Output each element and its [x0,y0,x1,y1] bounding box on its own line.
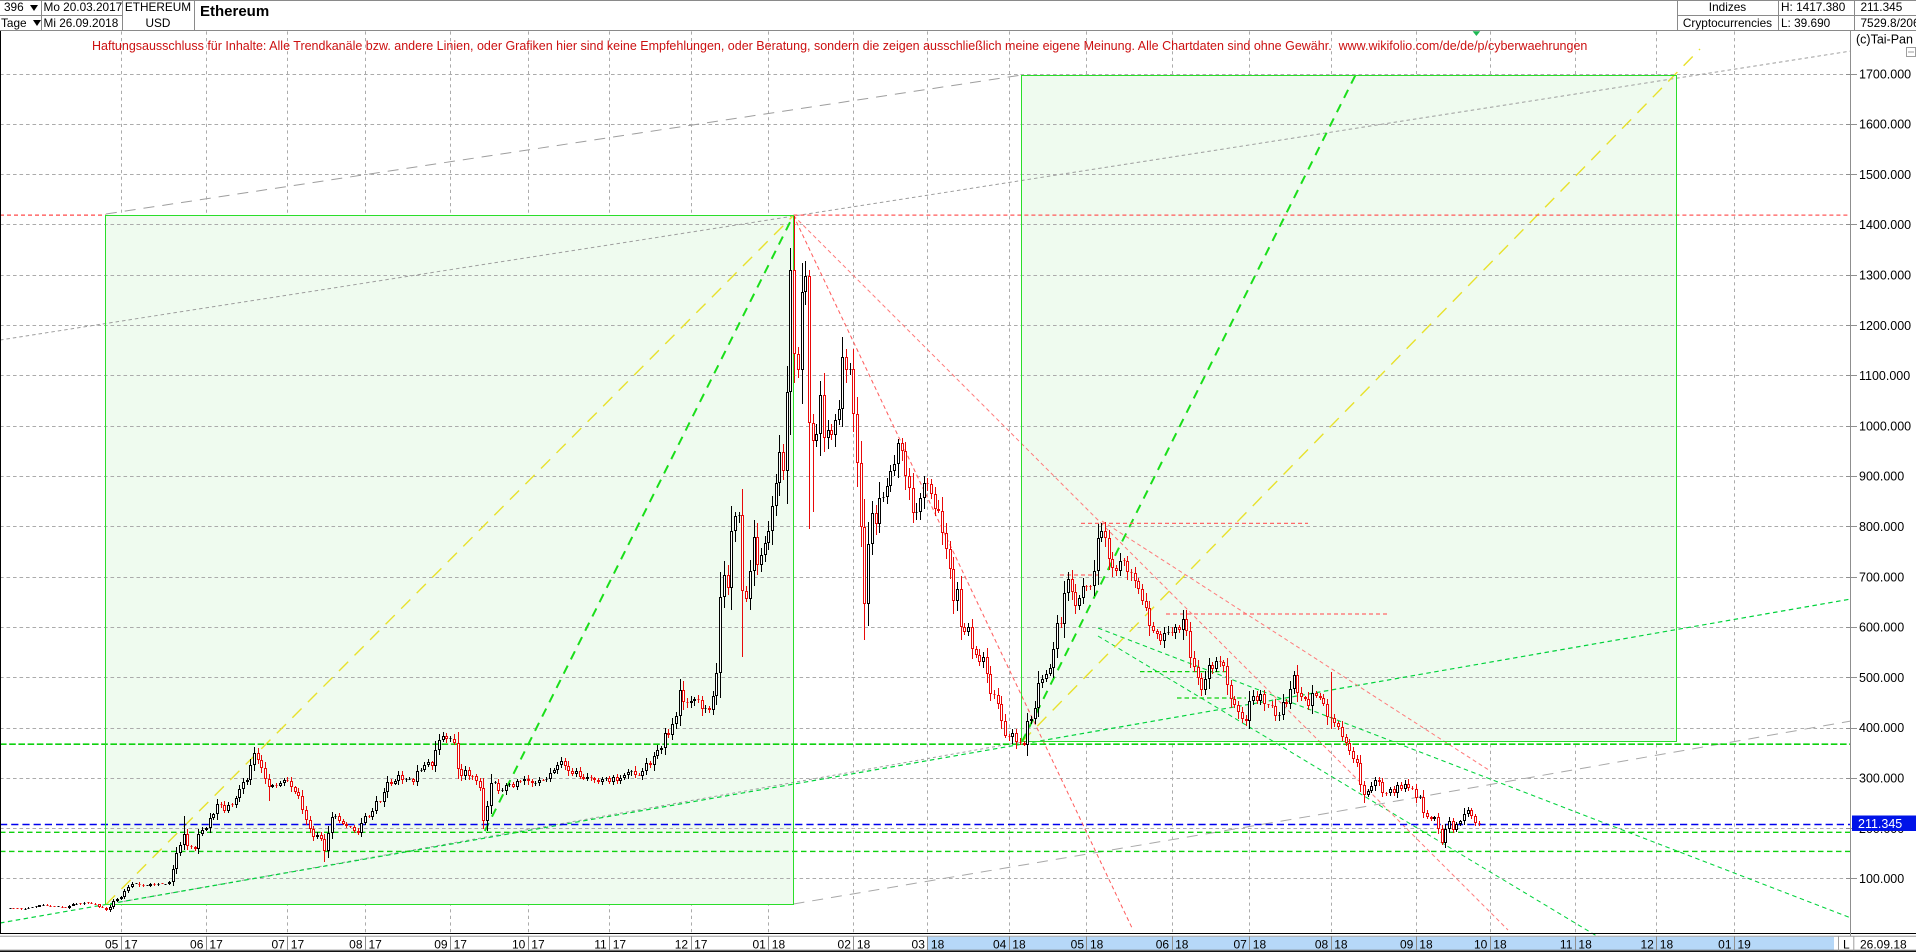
svg-text:07: 07 [1233,937,1247,951]
svg-text:18: 18 [1660,937,1674,951]
svg-text:1200.000: 1200.000 [1859,319,1911,333]
svg-text:10: 10 [512,937,526,951]
svg-text:06: 06 [190,937,204,951]
svg-text:1500.000: 1500.000 [1859,168,1911,182]
svg-text:17: 17 [369,937,383,951]
svg-text:18: 18 [1493,937,1507,951]
svg-text:12: 12 [1640,937,1654,951]
svg-text:18: 18 [772,937,786,951]
svg-text:17: 17 [209,937,223,951]
svg-text:09: 09 [434,937,448,951]
svg-text:19: 19 [1738,937,1752,951]
svg-text:1700.000: 1700.000 [1859,67,1911,81]
svg-text:18: 18 [1253,937,1267,951]
svg-text:L: L [1843,937,1850,951]
svg-text:1000.000: 1000.000 [1859,419,1911,433]
svg-text:211.345: 211.345 [1858,817,1902,831]
svg-text:900.000: 900.000 [1859,470,1904,484]
svg-text:18: 18 [1175,937,1189,951]
svg-text:09: 09 [1400,937,1414,951]
svg-text:1100.000: 1100.000 [1859,369,1910,383]
svg-text:18: 18 [931,937,945,951]
svg-text:18: 18 [857,937,871,951]
svg-text:11: 11 [1560,937,1573,951]
svg-text:800.000: 800.000 [1859,520,1904,534]
svg-text:05: 05 [105,937,119,951]
svg-text:07: 07 [271,937,285,951]
svg-text:26.09.18: 26.09.18 [1860,937,1907,951]
svg-text:01: 01 [1718,937,1732,951]
svg-text:1300.000: 1300.000 [1859,269,1911,283]
svg-text:18: 18 [1090,937,1104,951]
svg-text:500.000: 500.000 [1859,671,1904,685]
svg-text:17: 17 [613,937,627,951]
svg-text:17: 17 [454,937,468,951]
svg-text:04: 04 [993,937,1007,951]
svg-text:17: 17 [531,937,545,951]
svg-text:300.000: 300.000 [1859,772,1904,786]
svg-text:600.000: 600.000 [1859,621,1904,635]
svg-text:(c)Tai-Pan: (c)Tai-Pan [1856,33,1913,47]
svg-text:17: 17 [124,937,138,951]
svg-text:12: 12 [675,937,689,951]
svg-text:05: 05 [1071,937,1085,951]
svg-text:18: 18 [1578,937,1592,951]
svg-text:06: 06 [1156,937,1170,951]
svg-text:1400.000: 1400.000 [1859,218,1911,232]
svg-text:01: 01 [752,937,766,951]
svg-text:400.000: 400.000 [1859,721,1904,735]
svg-text:03: 03 [912,937,926,951]
svg-text:11: 11 [594,937,607,951]
svg-text:1600.000: 1600.000 [1859,118,1911,132]
svg-text:100.000: 100.000 [1859,872,1904,886]
svg-text:17: 17 [291,937,305,951]
svg-text:02: 02 [838,937,852,951]
svg-text:08: 08 [1315,937,1329,951]
svg-text:18: 18 [1012,937,1026,951]
svg-text:10: 10 [1474,937,1488,951]
svg-text:18: 18 [1334,937,1348,951]
svg-text:08: 08 [349,937,363,951]
svg-text:18: 18 [1419,937,1433,951]
svg-text:700.000: 700.000 [1859,570,1904,584]
svg-text:17: 17 [694,937,708,951]
